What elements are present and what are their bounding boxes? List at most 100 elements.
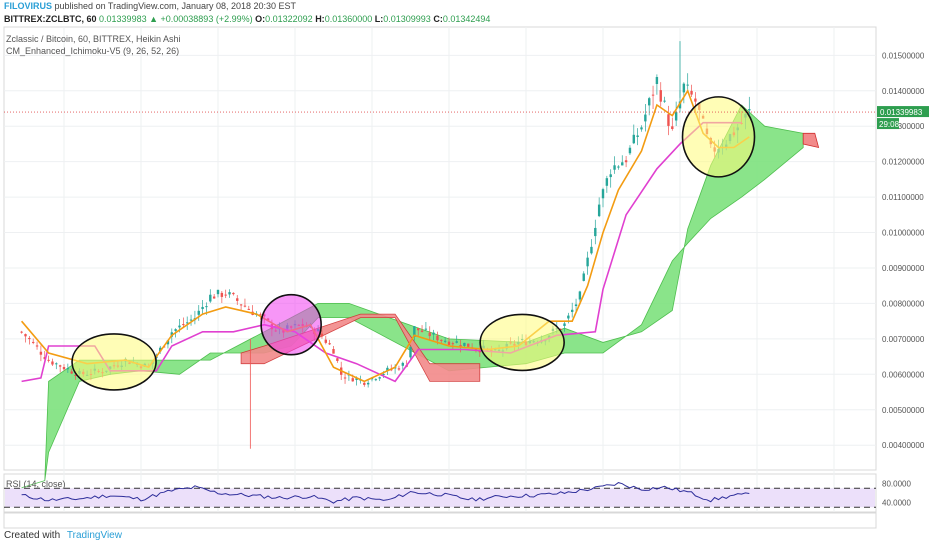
candle-body [401,362,404,366]
candle-body [220,292,224,297]
y-tick-label: 0.00400000 [882,441,925,450]
candle-body [413,326,416,338]
candle-body [343,377,347,379]
symbol-label[interactable]: BITTREX:ZCLBTC, 60 [4,14,97,24]
candle-body [671,126,674,130]
high-label: H: [315,14,325,24]
open-label: O: [255,14,266,24]
candle-body [648,98,651,106]
candle-body [567,315,570,319]
candle-body [748,109,751,111]
candle-body [363,382,366,385]
candle-body [43,357,46,360]
candle-body [690,90,693,95]
highlight-circle [260,293,322,356]
candle-body [366,382,370,385]
candle-body [409,346,412,358]
candle-body [578,291,582,300]
candle-body [443,340,447,342]
candle-body [320,333,324,337]
candle-body [678,101,682,109]
candle-body [62,367,66,370]
candle-body [382,373,385,375]
rsi-tick-label: 40.0000 [882,499,911,508]
y-tick-label: 0.00700000 [882,335,925,344]
candle-body [694,98,697,102]
candle-body [51,361,54,365]
countdown-tag-text: 29:08 [879,120,900,129]
tradingview-logo[interactable]: TradingView [66,530,122,541]
candle-body [328,343,331,345]
candle-body [205,306,208,308]
candle-body [447,341,451,345]
candle-body [20,331,23,333]
candle-body [247,308,250,310]
footer: Created with TradingView [4,530,122,541]
candle-body [243,305,247,307]
price-pane [3,26,877,471]
candle-body [644,114,647,122]
candle-body [24,334,27,337]
rsi-legend[interactable]: RSI (14, close) [6,479,66,489]
candle-body [174,329,177,331]
y-tick-label: 0.01500000 [882,51,925,60]
chart-header: FILOVIRUS published on TradingView.com, … [4,0,924,30]
candle-body [201,306,204,310]
candle-body [189,319,193,321]
candle-body [582,273,585,281]
candle-body [74,374,77,376]
candle-body [432,332,435,335]
candle-body [655,77,659,85]
highlight-circle [479,313,565,372]
candle-body [212,296,216,299]
last-price-tag [877,106,929,118]
highlight-circle [681,96,756,178]
candle-body [58,365,62,367]
indicator-legend[interactable]: CM_Enhanced_Ichimoku-V5 (9, 26, 52, 26) [6,46,180,56]
candle-body [417,328,420,331]
candle-body [428,332,431,337]
candle-body [47,359,50,361]
last-price-tag-text: 0.01339983 [880,108,923,117]
candle-body [601,189,605,199]
y-tick-label: 0.01100000 [882,193,924,202]
rsi-line [21,482,750,504]
candle-body [632,134,635,144]
candle-body [455,341,458,343]
candle-body [420,330,424,332]
y-tick-label: 0.01300000 [882,122,925,131]
candle-body [186,322,189,324]
candle-body [474,348,478,350]
candle-body [574,304,578,307]
candle-body [663,100,666,102]
author-name[interactable]: FILOVIRUS [4,1,53,11]
candle-body [66,368,70,370]
candle-body [55,363,58,365]
high-value: 0.01360000 [324,14,373,24]
rsi-band [5,488,875,508]
candle-body [166,340,170,345]
candle-body [605,178,609,186]
last-price: 0.01339983 [99,14,147,24]
y-tick-label: 0.00600000 [882,370,925,379]
candle-body [686,84,689,86]
candle-body [70,371,73,374]
y-tick-label: 0.00900000 [882,264,925,273]
candle-body [178,325,181,328]
candle-body [597,204,601,217]
candle-body [667,114,670,126]
candle-body [640,127,643,130]
candle-body [351,378,354,382]
countdown-tag [877,118,899,130]
candle-body [374,379,378,381]
candle-body [571,309,574,312]
candle-body [617,166,620,168]
candle-body [586,257,589,267]
low-value: 0.01309993 [383,14,431,24]
candle-body [209,294,212,302]
candle-body [28,337,31,340]
candle-body [594,227,597,237]
candle-body [32,341,35,343]
open-value: 0.01322092 [265,14,313,24]
